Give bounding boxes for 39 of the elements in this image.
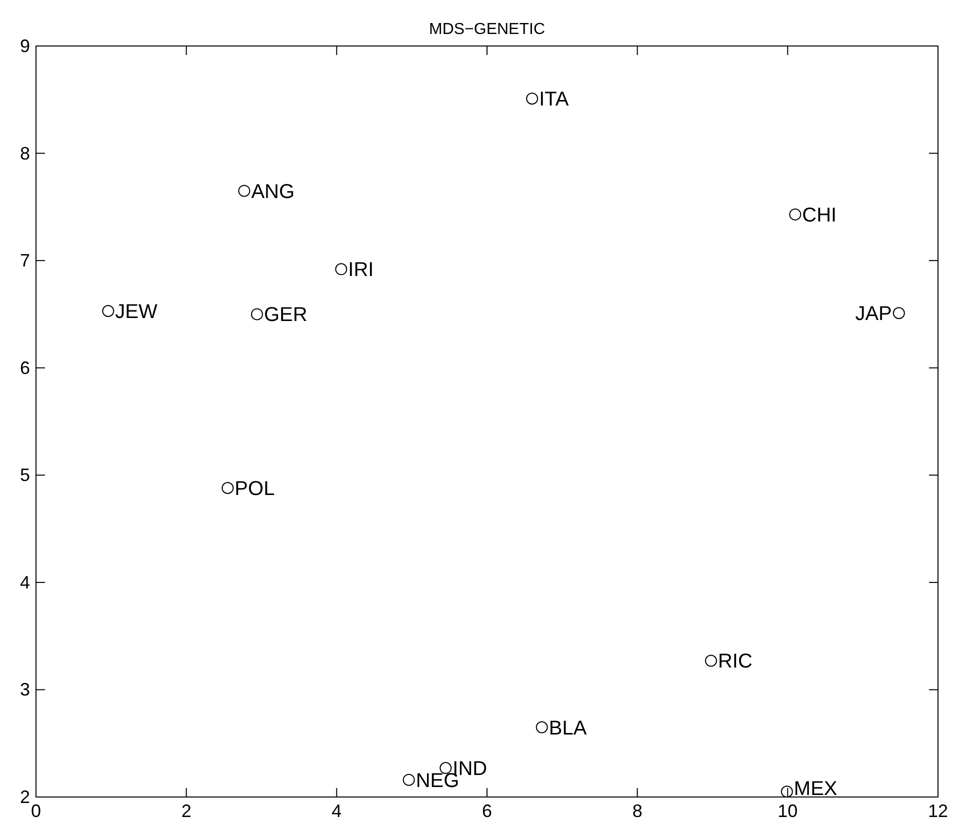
y-tick-label: 8 [20,143,30,164]
x-tick-label: 8 [632,801,642,821]
x-tick-label: 6 [482,801,492,821]
y-tick-label: 7 [20,250,30,271]
annotation: JEW [115,300,158,323]
point [335,263,348,276]
y-tick-label: 2 [20,787,30,807]
annotation: BLA [548,717,588,740]
annotation: IRI [348,259,374,282]
x-tick-label: 0 [30,801,42,821]
annotation: RIC [718,650,752,673]
annotation: GER [264,304,308,326]
y-tick-label: 4 [20,572,30,592]
x-tick-label: 2 [181,801,192,821]
x-tick-label: 4 [332,801,342,821]
y-tick-label: 6 [20,358,30,378]
y-tick-label: 3 [20,680,30,700]
point [892,307,905,320]
point [250,308,263,320]
point [789,208,802,220]
annotation: MEX [794,778,838,800]
x-tick-label: 12 [928,801,948,821]
x-tick-label: 10 [778,801,798,821]
annotation: JAP [855,303,892,326]
point [222,482,234,494]
y-tick-label: 5 [20,465,30,486]
point [102,304,114,317]
point [526,92,538,105]
point [780,786,793,798]
point [704,654,717,667]
annotation: ITA [539,88,570,111]
point [402,774,415,786]
annotation: ANG [251,180,295,203]
y-tick-label: 9 [20,36,30,56]
annotation: POL [234,478,275,500]
point [238,184,250,197]
annotation: CHI [802,204,837,226]
point [536,721,548,734]
chart-title: MDS−GENETIC [428,21,546,38]
